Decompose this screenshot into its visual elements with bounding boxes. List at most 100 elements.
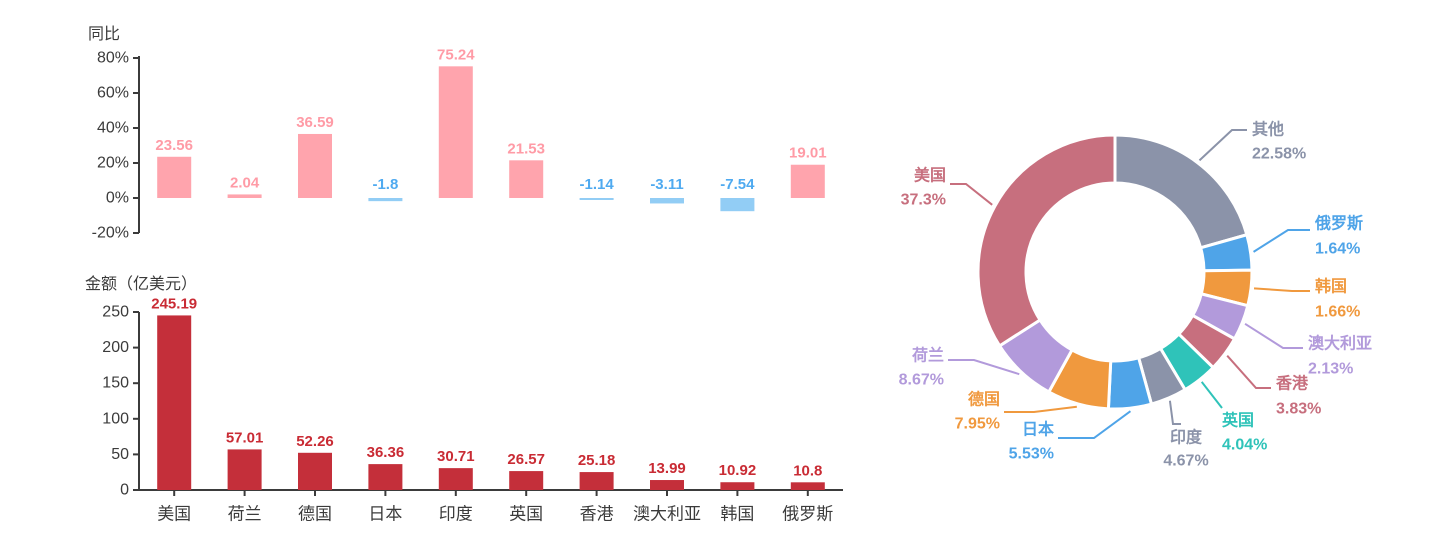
- yoy-value-usa: 23.56: [155, 137, 193, 154]
- yoy-bar-korea[interactable]: [720, 198, 755, 212]
- category-label-netherlands: 荷兰: [228, 505, 262, 524]
- yoy-value-netherlands: 2.04: [230, 174, 260, 191]
- pie-label-name-korea: 韩国: [1315, 277, 1347, 296]
- amount-y-tick-label: 250: [102, 304, 129, 321]
- amount-chart-title: 金额（亿美元）: [85, 276, 198, 293]
- pie-label-name-hongkong: 香港: [1275, 374, 1309, 393]
- amount-value-india: 30.71: [437, 448, 475, 465]
- amount-value-germany: 52.26: [296, 433, 334, 450]
- yoy-value-japan: -1.8: [372, 176, 398, 193]
- amount-y-tick-label: 150: [102, 375, 129, 392]
- pie-label-pct-japan: 5.53%: [1009, 446, 1054, 463]
- category-label-usa: 美国: [157, 505, 191, 524]
- amount-bar-germany[interactable]: [298, 452, 332, 490]
- pie-label-pct-korea: 1.66%: [1315, 304, 1360, 321]
- yoy-chart-title: 同比: [88, 26, 121, 43]
- yoy-bar-usa[interactable]: [157, 156, 192, 198]
- category-label-japan: 日本: [368, 505, 402, 524]
- pie-label-name-netherlands: 荷兰: [912, 346, 944, 365]
- category-label-russia: 俄罗斯: [782, 505, 833, 524]
- pie-leader-uk: [1200, 381, 1223, 409]
- amount-bar-hongkong[interactable]: [579, 472, 614, 490]
- yoy-value-germany: 36.59: [296, 114, 334, 131]
- amount-bar-korea[interactable]: [720, 482, 755, 490]
- yoy-bar-netherlands[interactable]: [227, 194, 262, 198]
- amount-y-tick-label: 100: [102, 410, 129, 427]
- yoy-value-australia: -3.11: [650, 176, 683, 193]
- pie-label-pct-uk: 4.04%: [1222, 437, 1267, 454]
- pie-leader-japan: [1058, 410, 1132, 439]
- amount-value-australia: 13.99: [648, 460, 686, 477]
- pie-label-pct-usa: 37.3%: [901, 192, 946, 209]
- amount-value-japan: 36.36: [367, 444, 405, 461]
- pie-leader-india: [1168, 400, 1181, 425]
- pie-leader-others: [1198, 129, 1247, 162]
- pie-label-name-usa: 美国: [914, 166, 946, 185]
- yoy-value-korea: -7.54: [720, 176, 755, 193]
- pie-label-pct-russia: 1.64%: [1315, 241, 1360, 258]
- yoy-bar-hongkong[interactable]: [579, 198, 614, 200]
- amount-bar-australia[interactable]: [650, 480, 684, 490]
- amount-bar-usa[interactable]: [157, 315, 192, 490]
- amount-y-tick-label: 0: [120, 482, 129, 499]
- pie-label-pct-germany: 7.95%: [955, 416, 1000, 433]
- yoy-bar-japan[interactable]: [368, 198, 403, 202]
- amount-bar-russia[interactable]: [790, 482, 825, 490]
- amount-value-russia: 10.8: [793, 462, 822, 479]
- pie-label-name-australia: 澳大利亚: [1308, 334, 1372, 353]
- amount-value-hongkong: 25.18: [578, 452, 616, 469]
- pie-leader-netherlands: [948, 359, 1020, 376]
- amount-value-netherlands: 57.01: [226, 429, 264, 446]
- pie-label-pct-australia: 2.13%: [1308, 361, 1353, 378]
- amount-bar-uk[interactable]: [509, 471, 544, 490]
- yoy-y-tick-label: 20%: [97, 155, 129, 172]
- pie-leader-russia: [1253, 229, 1310, 253]
- category-label-australia: 澳大利亚: [633, 505, 701, 524]
- pie-label-pct-hongkong: 3.83%: [1276, 401, 1321, 418]
- category-label-germany: 德国: [298, 505, 332, 524]
- amount-y-tick-label: 200: [102, 339, 129, 356]
- category-label-hongkong: 香港: [580, 505, 614, 524]
- amount-bar-netherlands[interactable]: [227, 449, 262, 490]
- yoy-y-tick-label: 0%: [106, 190, 129, 207]
- yoy-bar-russia[interactable]: [790, 164, 825, 198]
- yoy-y-tick-label: 40%: [97, 120, 129, 137]
- pie-slice-usa[interactable]: [976, 133, 1117, 348]
- pie-leader-australia: [1244, 322, 1303, 349]
- pie-label-name-russia: 俄罗斯: [1314, 214, 1363, 233]
- category-label-korea: 韩国: [720, 505, 754, 524]
- category-label-india: 印度: [439, 505, 473, 524]
- pie-label-name-india: 印度: [1170, 428, 1203, 447]
- yoy-value-uk: 21.53: [507, 140, 545, 157]
- pie-leader-germany: [1004, 405, 1077, 413]
- amount-bar-japan[interactable]: [368, 464, 403, 490]
- amount-y-tick-label: 50: [111, 446, 129, 463]
- pie-leader-korea: [1253, 287, 1310, 292]
- pie-label-name-japan: 日本: [1022, 420, 1054, 439]
- yoy-value-russia: 19.01: [789, 145, 827, 162]
- yoy-bar-india[interactable]: [438, 66, 473, 198]
- category-label-uk: 英国: [509, 505, 543, 524]
- pie-label-name-germany: 德国: [968, 390, 1000, 409]
- pie-label-name-others: 其他: [1252, 120, 1284, 139]
- pie-slice-others[interactable]: [1113, 133, 1249, 250]
- amount-value-usa: 245.19: [151, 295, 197, 312]
- pie-label-pct-india: 4.67%: [1163, 453, 1208, 470]
- yoy-bar-germany[interactable]: [298, 133, 332, 198]
- pie-leader-usa: [950, 183, 993, 206]
- pie-leader-hongkong: [1226, 355, 1271, 389]
- amount-bar-india[interactable]: [438, 468, 473, 490]
- amount-value-uk: 26.57: [507, 451, 545, 468]
- yoy-y-tick-label: 80%: [97, 50, 129, 67]
- pie-label-pct-others: 22.58%: [1252, 146, 1306, 163]
- yoy-bar-australia[interactable]: [650, 198, 684, 204]
- pie-label-name-uk: 英国: [1221, 411, 1254, 430]
- yoy-y-tick-label: 60%: [97, 85, 129, 102]
- yoy-bar-uk[interactable]: [509, 160, 544, 198]
- amount-value-korea: 10.92: [719, 462, 757, 479]
- yoy-y-tick-label: -20%: [92, 225, 129, 242]
- yoy-value-india: 75.24: [437, 46, 475, 63]
- yoy-value-hongkong: -1.14: [579, 176, 614, 193]
